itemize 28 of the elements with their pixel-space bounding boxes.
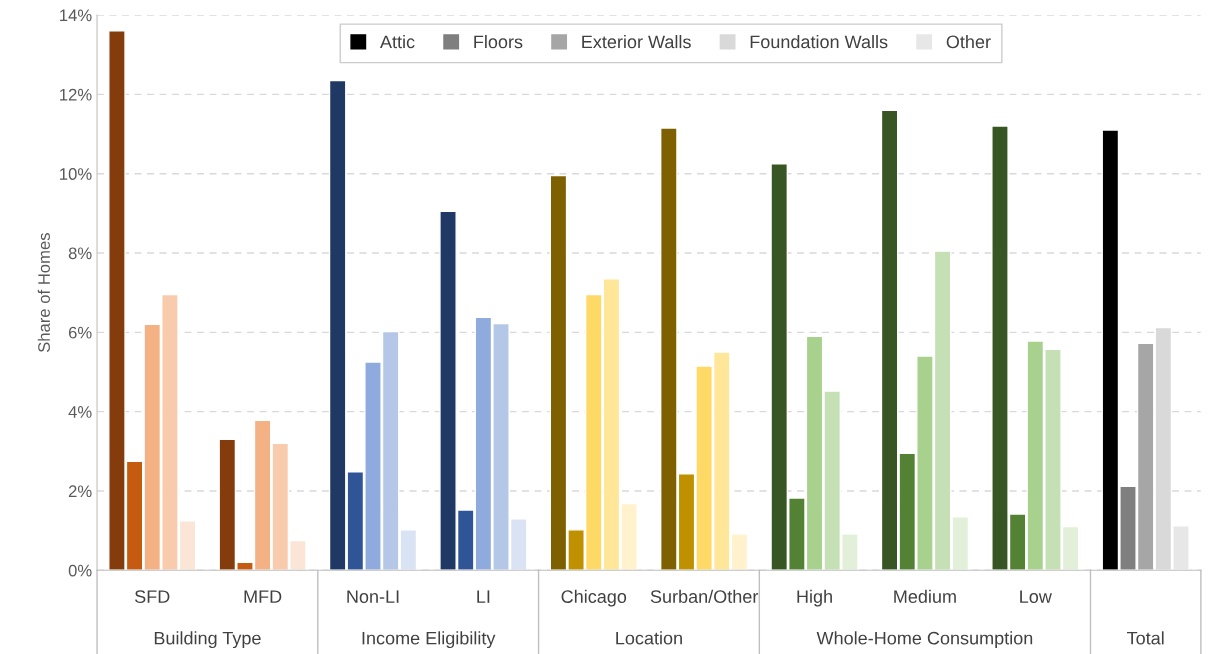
x-tick-label: Medium: [894, 589, 956, 603]
y-tick-label: 8%: [68, 247, 92, 260]
x-tick-label: Low: [1020, 590, 1052, 603]
legend-label: Other: [946, 35, 991, 49]
y-tick-label: 14%: [60, 9, 92, 22]
y-tick-label: 4%: [68, 406, 92, 418]
y-tick-label: 10%: [60, 168, 92, 180]
text: Location: [616, 631, 682, 645]
y-tick-label: 2%: [68, 485, 92, 498]
text: Whole-Home Consumption: [816, 631, 1033, 649]
x-tick-label: High: [797, 589, 832, 607]
x-tick-label: Surban/Other: [650, 589, 759, 603]
legend-label: Attic: [380, 35, 415, 49]
x-tick-label: SFD: [135, 590, 170, 603]
text: Building Type: [154, 631, 261, 649]
y-tick-label: 12%: [60, 88, 92, 101]
y-tick-label: 6%: [68, 326, 92, 339]
legend-label: Exterior Walls: [582, 35, 691, 49]
text: Total: [1127, 631, 1164, 645]
legend-label: Foundation Walls: [750, 35, 888, 49]
y-tick-label: 0%: [68, 564, 92, 577]
legend-label: Floors: [474, 35, 523, 49]
y-axis-title: Share of Homes: [37, 233, 50, 353]
x-tick-label: MFD: [244, 590, 282, 603]
x-tick-label: Non-LI: [347, 590, 399, 603]
x-tick-label: LI: [477, 590, 490, 603]
x-tick-label: Chicago: [561, 589, 627, 607]
text: Income Eligibility: [362, 631, 496, 649]
